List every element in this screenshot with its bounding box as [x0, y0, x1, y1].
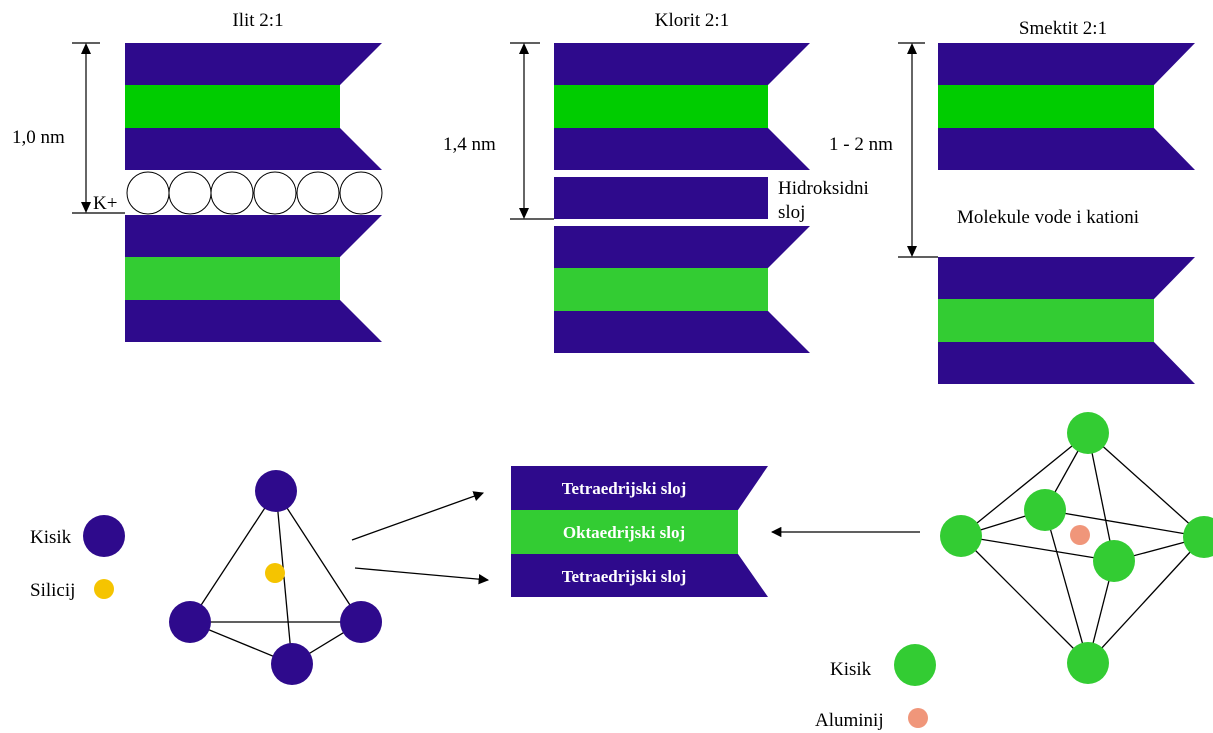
potassium-ion — [168, 171, 212, 215]
oxygen-atom — [1093, 540, 1135, 582]
potassium-ion — [296, 171, 340, 215]
tetrahedral-sheet — [554, 311, 810, 353]
tetrahedral-sheet — [938, 257, 1195, 299]
oxygen-legend-icon — [83, 515, 125, 557]
tetrahedral-sheet — [938, 43, 1195, 85]
octahedral-sheet — [554, 268, 768, 311]
oxygen-atom — [1183, 516, 1213, 558]
hydroxide-sheet — [554, 177, 768, 219]
bottom-tetrahedral-sheet — [511, 554, 768, 597]
silica-tetrahedron — [169, 470, 382, 685]
tetrahedral-sheet — [125, 300, 382, 342]
hydroxide-label-line1: Hidroksidni — [778, 178, 869, 199]
top-sheet-label: Tetraedrijski sloj — [562, 479, 687, 498]
tetrahedral-sheet — [938, 128, 1195, 170]
tetrahedral-sheet — [554, 43, 810, 85]
bottom-sheet-label: Tetraedrijski sloj — [562, 567, 687, 586]
arrow-to-bottom-sheet — [354, 567, 490, 585]
octahedron-legend: Kisik Aluminij — [815, 644, 936, 731]
illite-title: Ilit 2:1 — [232, 10, 283, 31]
basal-spacing-label: 1,0 nm — [12, 127, 65, 148]
basal-spacing-label: 1,4 nm — [443, 134, 496, 155]
connector-arrows — [351, 491, 920, 585]
illite-structure: Ilit 2:1 1,0 nm K+ — [12, 10, 383, 342]
smectite-title: Smektit 2:1 — [1019, 18, 1107, 39]
tetrahedral-sheet — [938, 342, 1195, 384]
potassium-label: K+ — [93, 193, 117, 214]
silicon-legend-icon — [94, 579, 114, 599]
potassium-ion-row — [126, 171, 383, 215]
oxygen-legend-label: Kisik — [830, 659, 872, 680]
tetrahedral-sheet — [554, 128, 810, 170]
oxygen-atom — [340, 601, 382, 643]
top-tetrahedral-sheet — [511, 466, 768, 510]
oxygen-atom — [1067, 642, 1109, 684]
potassium-ion — [126, 171, 170, 215]
aluminium-atom — [1070, 525, 1090, 545]
tetrahedron-legend: Kisik Silicij — [30, 515, 125, 601]
oxygen-atom — [169, 601, 211, 643]
chlorite-title: Klorit 2:1 — [655, 10, 729, 31]
tetrahedral-sheet — [125, 128, 382, 170]
basal-spacing-label: 1 - 2 nm — [829, 134, 893, 155]
arrow-to-top-sheet — [351, 491, 484, 541]
octahedral-sheet — [554, 85, 768, 128]
silicon-legend-label: Silicij — [30, 580, 75, 601]
oxygen-atom — [1067, 412, 1109, 454]
basal-spacing-arrow — [510, 42, 554, 220]
oxygen-legend-label: Kisik — [30, 527, 72, 548]
middle-sheet-label: Oktaedrijski sloj — [563, 523, 685, 542]
sheet-stack: Tetraedrijski sloj Oktaedrijski sloj Tet… — [511, 466, 768, 597]
chlorite-structure: Klorit 2:1 1,4 nm Hidroksidni sloj — [443, 10, 869, 353]
potassium-ion — [210, 171, 254, 215]
octahedral-sheet — [125, 257, 340, 300]
oxygen-atom — [255, 470, 297, 512]
tetrahedral-sheet — [125, 215, 382, 257]
oxygen-atom — [1024, 489, 1066, 531]
alumina-octahedron — [940, 412, 1213, 684]
silicon-atom — [265, 563, 285, 583]
potassium-ion — [339, 171, 383, 215]
basal-spacing-arrow — [72, 42, 125, 214]
basal-spacing-arrow — [898, 42, 938, 258]
smectite-structure: Smektit 2:1 Molekule vode i kationi 1 - … — [829, 18, 1195, 384]
oxygen-atom — [940, 515, 982, 557]
tetrahedral-sheet — [554, 226, 810, 268]
middle-octahedral-sheet — [511, 510, 738, 554]
octahedral-sheet — [125, 85, 340, 128]
hydroxide-label-line2: sloj — [778, 202, 805, 223]
oxygen-legend-icon — [894, 644, 936, 686]
octahedral-sheet — [938, 299, 1154, 342]
octahedral-sheet — [938, 85, 1154, 128]
aluminium-legend-label: Aluminij — [815, 710, 884, 731]
oxygen-atom — [271, 643, 313, 685]
tetrahedral-sheet — [125, 43, 382, 85]
potassium-ion — [253, 171, 297, 215]
aluminium-legend-icon — [908, 708, 928, 728]
interlayer-label: Molekule vode i kationi — [957, 207, 1139, 228]
